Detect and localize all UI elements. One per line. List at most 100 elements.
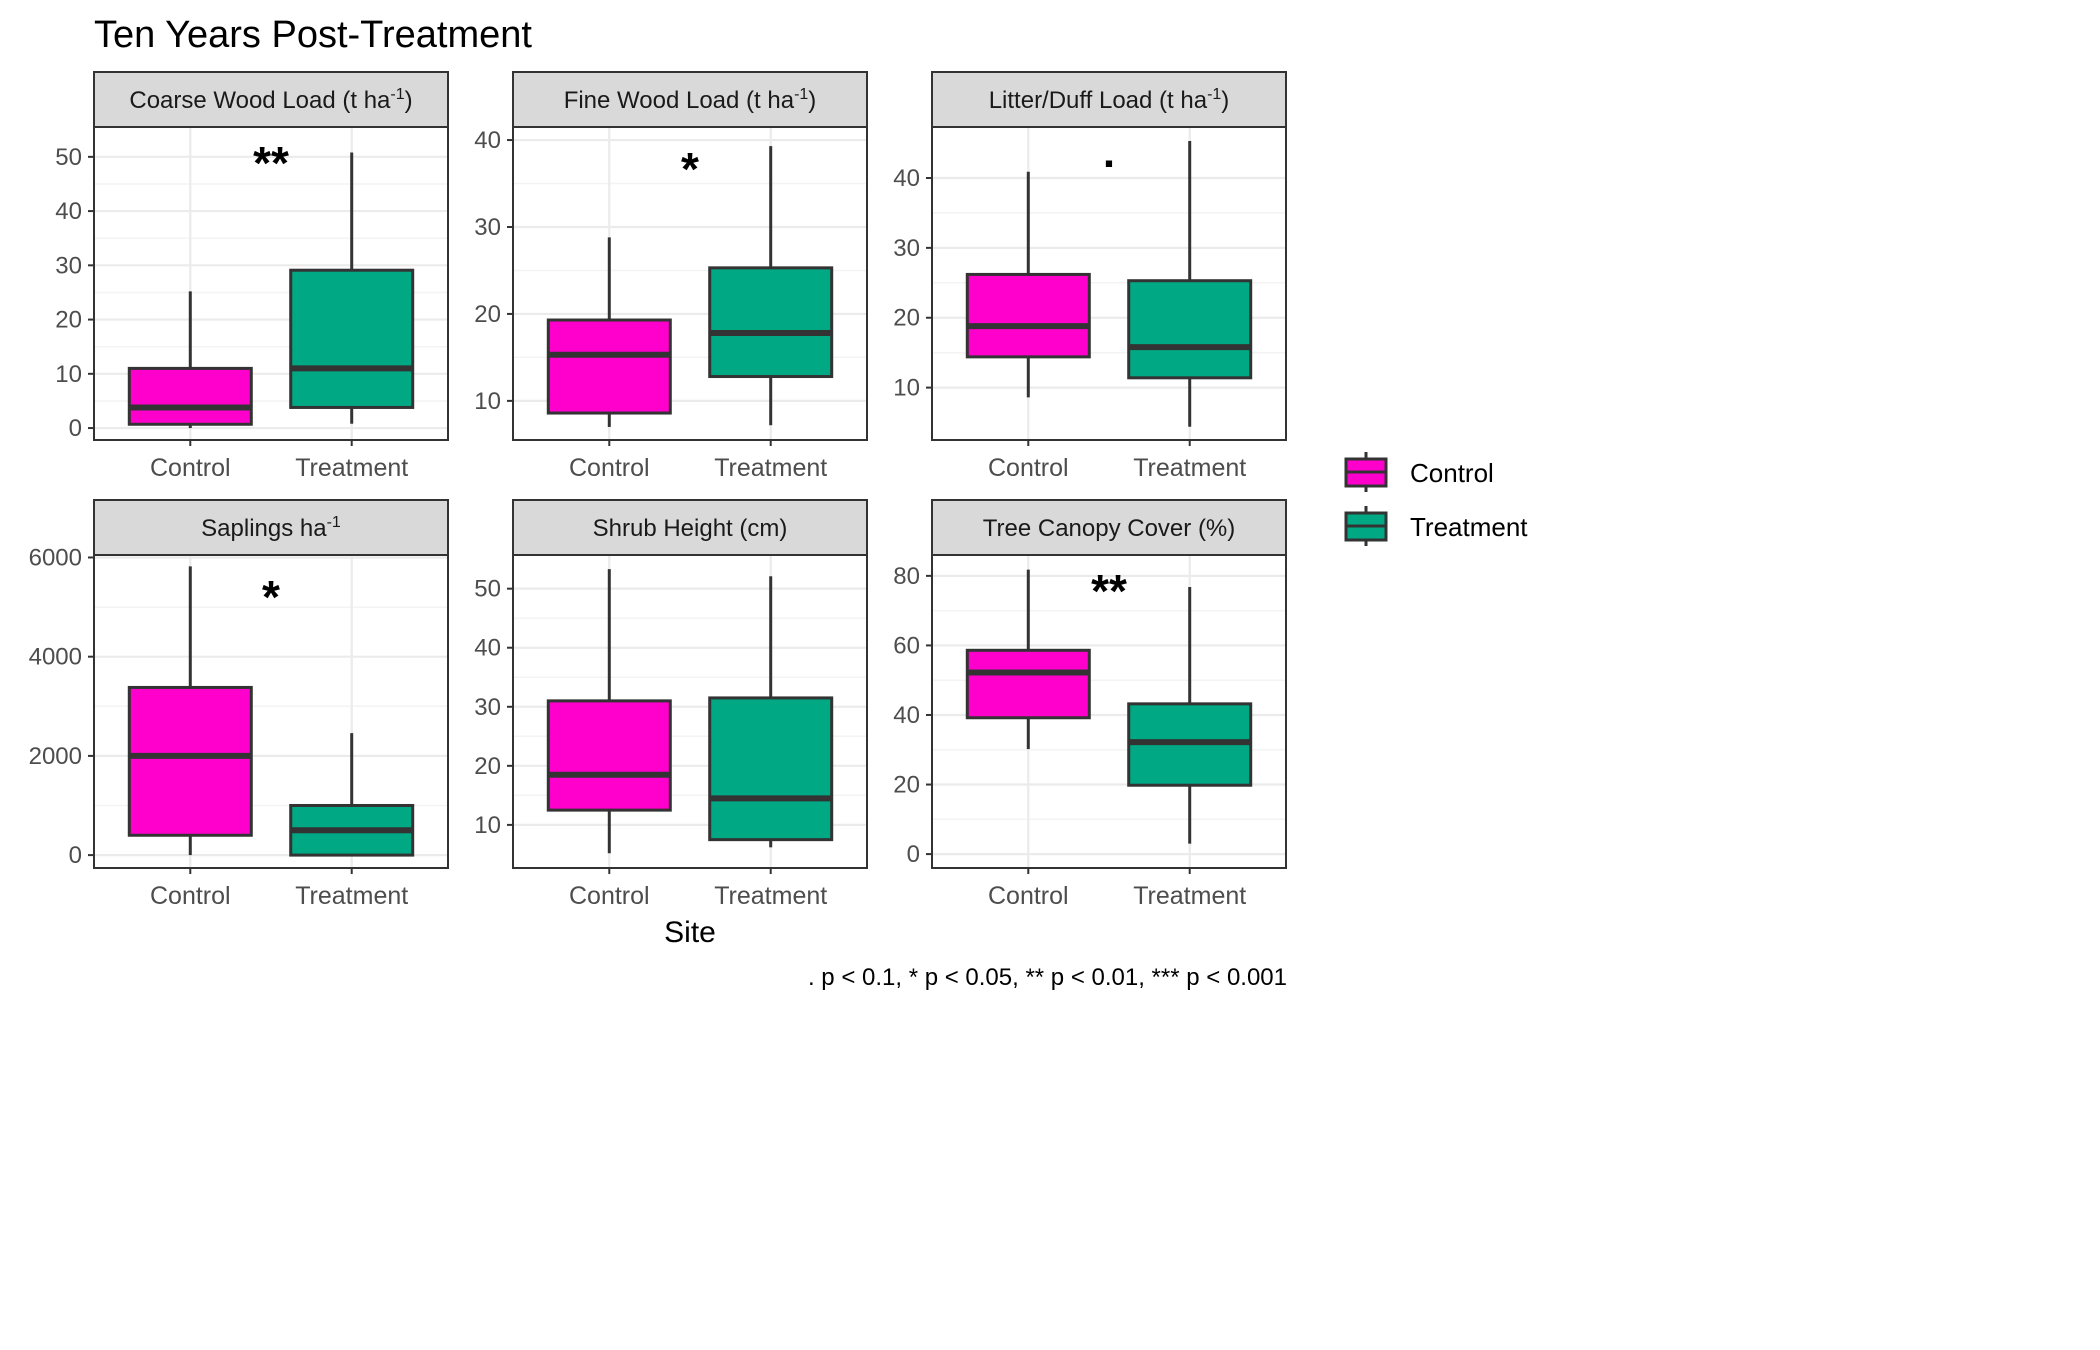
x-tick-label: Control xyxy=(988,882,1069,910)
facet-strip xyxy=(512,71,868,128)
y-tick-label: 0 xyxy=(69,842,82,869)
x-tick-label: Control xyxy=(150,882,231,910)
y-tick-label: 40 xyxy=(893,702,920,729)
facet-panel-5: Shrub Height (cm) 10 20 30 40 50 Control Treatm… xyxy=(474,499,868,910)
x-tick-label: Treatment xyxy=(1133,882,1246,910)
panel-border xyxy=(93,126,449,441)
facet-panel-6: Tree Canopy Cover (%) 0 20 40 60 80 Control Tre… xyxy=(893,499,1287,910)
y-tick-label: 40 xyxy=(55,198,82,225)
significance-marker: * xyxy=(681,143,699,195)
panel-border xyxy=(512,126,868,441)
y-tick-label: 50 xyxy=(474,576,501,603)
y-tick-label: 30 xyxy=(893,235,920,262)
y-tick-label: 40 xyxy=(474,635,501,662)
facet-title: Coarse Wood Load (t ha-1) xyxy=(129,86,412,114)
y-tick-label: 10 xyxy=(55,361,82,388)
significance-marker: . xyxy=(1103,128,1115,177)
box-control xyxy=(965,569,1091,750)
y-tick-label: 40 xyxy=(474,127,501,154)
box-iqr xyxy=(289,268,415,409)
significance-marker: ** xyxy=(1091,565,1127,617)
facet-title: Shrub Height (cm) xyxy=(593,515,788,542)
panel-border xyxy=(93,554,449,869)
y-tick-label: 0 xyxy=(69,415,82,442)
box-treatment xyxy=(289,152,415,424)
legend-item-control: Control xyxy=(1344,452,1494,492)
facet-panel-4: Saplings ha-1 0 2000 4000 6000 Control Treatme… xyxy=(29,499,449,910)
legend-label-control: Control xyxy=(1410,458,1494,488)
x-tick-label: Treatment xyxy=(714,882,827,910)
facet-panel-2: Fine Wood Load (t ha-1) 10 20 30 40 Control Tr… xyxy=(474,71,868,482)
y-tick-label: 30 xyxy=(55,252,82,279)
y-tick-label: 50 xyxy=(55,144,82,171)
box-iqr xyxy=(708,696,834,842)
y-tick-label: 10 xyxy=(474,388,501,415)
facet-strip xyxy=(931,71,1287,128)
box-iqr xyxy=(965,272,1091,359)
facet-title: Saplings ha-1 xyxy=(201,514,341,542)
box-treatment xyxy=(1127,586,1253,844)
faceted-boxplot-chart: Ten Years Post-Treatment Coarse Wood Loa… xyxy=(29,14,1529,991)
legend-label-treatment: Treatment xyxy=(1410,512,1528,542)
chart-title: Ten Years Post-Treatment xyxy=(94,14,532,56)
facet-title: Litter/Duff Load (t ha-1) xyxy=(989,86,1230,114)
y-tick-label: 30 xyxy=(474,214,501,241)
facet-title: Fine Wood Load (t ha-1) xyxy=(564,86,817,114)
facet-strip xyxy=(512,499,868,556)
box-control xyxy=(546,569,672,854)
y-tick-label: 4000 xyxy=(29,644,82,671)
panel-border xyxy=(512,554,868,869)
facet-panel-1: Coarse Wood Load (t ha-1) 0 10 20 30 40 50 Cont… xyxy=(55,71,449,482)
box-iqr xyxy=(1127,279,1253,380)
y-tick-label: 20 xyxy=(474,753,501,780)
x-tick-label: Control xyxy=(988,454,1069,482)
box-control xyxy=(546,237,672,427)
box-iqr xyxy=(546,318,672,415)
y-tick-label: 80 xyxy=(893,563,920,590)
box-control xyxy=(965,171,1091,398)
box-control xyxy=(127,566,253,856)
facet-title: Tree Canopy Cover (%) xyxy=(983,515,1236,542)
facet-panel-3: Litter/Duff Load (t ha-1) 10 20 30 40 Control… xyxy=(893,71,1287,482)
box-treatment xyxy=(708,146,834,426)
box-treatment xyxy=(1127,140,1253,427)
x-tick-label: Treatment xyxy=(1133,454,1246,482)
y-tick-label: 60 xyxy=(893,632,920,659)
y-tick-label: 10 xyxy=(893,375,920,402)
panel-border xyxy=(931,554,1287,869)
x-tick-label: Treatment xyxy=(295,882,408,910)
y-tick-label: 10 xyxy=(474,812,501,839)
box-iqr xyxy=(127,685,253,837)
x-tick-label: Treatment xyxy=(714,454,827,482)
y-tick-label: 6000 xyxy=(29,544,82,571)
box-treatment xyxy=(289,733,415,857)
facet-panels: Coarse Wood Load (t ha-1) 0 10 20 30 40 50 Cont… xyxy=(29,71,1287,910)
box-iqr xyxy=(546,699,672,812)
y-tick-label: 30 xyxy=(474,694,501,721)
x-tick-label: Control xyxy=(569,882,650,910)
box-treatment xyxy=(708,576,834,848)
y-tick-label: 40 xyxy=(893,165,920,192)
box-iqr xyxy=(127,366,253,426)
significance-marker: * xyxy=(262,571,280,623)
x-tick-label: Treatment xyxy=(295,454,408,482)
facet-strip xyxy=(931,499,1287,556)
y-tick-label: 2000 xyxy=(29,743,82,770)
significance-footnote: . p < 0.1, * p < 0.05, ** p < 0.01, *** … xyxy=(808,964,1287,991)
x-axis-title: Site xyxy=(664,916,716,949)
legend: Control Treatment xyxy=(1344,452,1528,546)
facet-strip xyxy=(93,499,449,556)
box-iqr xyxy=(708,266,834,379)
y-tick-label: 20 xyxy=(55,307,82,334)
box-iqr xyxy=(965,648,1091,720)
facet-strip xyxy=(93,71,449,128)
y-tick-label: 20 xyxy=(893,772,920,799)
significance-marker: ** xyxy=(253,137,289,189)
legend-item-treatment: Treatment xyxy=(1344,506,1528,546)
y-tick-label: 20 xyxy=(893,305,920,332)
y-tick-label: 0 xyxy=(907,841,920,868)
y-tick-label: 20 xyxy=(474,301,501,328)
x-tick-label: Control xyxy=(569,454,650,482)
box-control xyxy=(127,291,253,429)
panel-border xyxy=(931,126,1287,441)
